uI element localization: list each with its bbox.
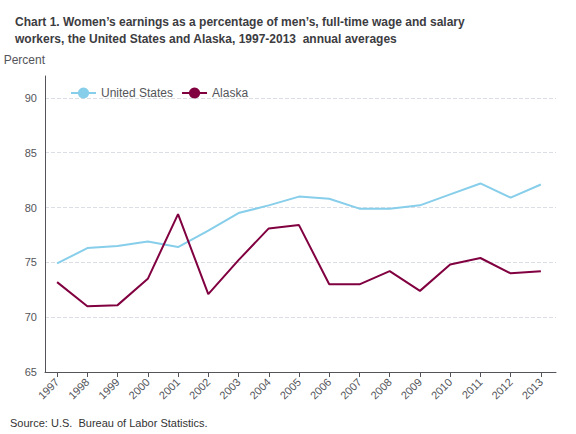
svg-text:2011: 2011 [459,376,484,401]
svg-text:2003: 2003 [217,376,243,402]
svg-text:Alaska: Alaska [212,86,248,100]
svg-text:Percent: Percent [4,53,46,67]
svg-text:2007: 2007 [338,376,364,402]
svg-text:2008: 2008 [368,376,394,402]
svg-text:2005: 2005 [277,376,303,402]
svg-text:2010: 2010 [429,376,455,402]
svg-text:90: 90 [25,92,37,104]
svg-text:Chart 1. Women’s earnings as a: Chart 1. Women’s earnings as a percentag… [15,15,465,29]
svg-text:70: 70 [25,311,37,323]
svg-text:2001: 2001 [157,376,183,402]
svg-text:1998: 1998 [66,376,92,402]
svg-text:workers, the United States and: workers, the United States and Alaska, 1… [14,32,397,46]
svg-text:2013: 2013 [519,376,545,402]
svg-text:2002: 2002 [187,376,213,402]
svg-text:2006: 2006 [308,376,334,402]
svg-text:United States: United States [101,86,173,100]
svg-text:Source: U.S. Bureau of Labor: Source: U.S. Bureau of Labor Statistics. [10,417,207,429]
svg-text:2009: 2009 [398,376,424,402]
svg-text:1997: 1997 [36,376,62,402]
svg-text:65: 65 [25,366,37,378]
svg-text:85: 85 [25,147,37,159]
svg-text:80: 80 [25,202,37,214]
svg-text:75: 75 [25,256,37,268]
svg-text:1999: 1999 [96,376,122,402]
svg-text:2012: 2012 [489,376,515,402]
svg-text:2000: 2000 [126,376,152,402]
svg-text:2004: 2004 [247,376,273,402]
